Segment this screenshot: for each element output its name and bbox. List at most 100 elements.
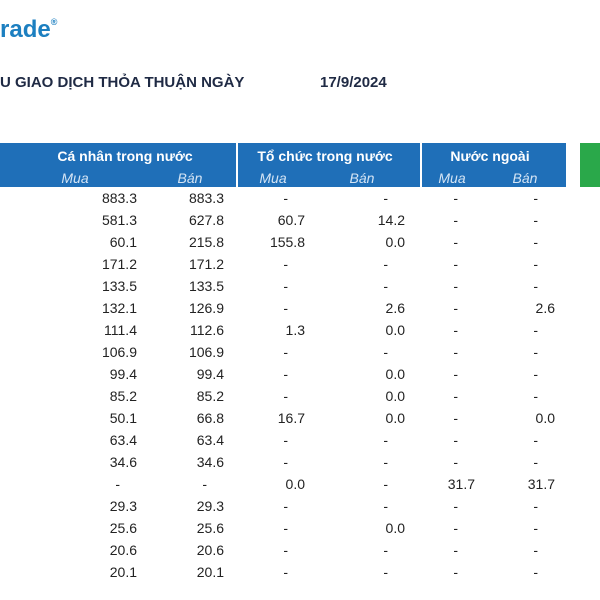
table-cell: - [383, 190, 388, 206]
table-cell: - [383, 498, 388, 514]
table-cell: 60.1 [109, 234, 137, 250]
table-cell: - [283, 564, 288, 580]
sub-header: Bán [512, 170, 538, 186]
group-header: Nước ngoài [450, 148, 530, 164]
table-cell: 20.1 [109, 564, 137, 580]
table-cell: 31.7 [527, 476, 555, 492]
table-cell: - [453, 212, 458, 228]
table-cell: 63.4 [109, 432, 137, 448]
table-cell: 112.6 [190, 322, 224, 338]
table-cell: 50.1 [109, 410, 137, 426]
table-cell: 126.9 [188, 300, 224, 316]
logo: rade® [0, 16, 57, 44]
table-cell: 20.6 [196, 542, 224, 558]
table-cell: - [533, 564, 538, 580]
table-cell: 20.1 [196, 564, 224, 580]
table-cell: 0.0 [385, 520, 405, 536]
table-cell: - [533, 278, 538, 294]
table-cell: 2.6 [535, 300, 555, 316]
logo-mark: ® [50, 17, 58, 27]
table-cell: 0.0 [535, 410, 555, 426]
table-cell: 29.3 [196, 498, 224, 514]
table-cell: 1.3 [285, 322, 305, 338]
table-cell: 34.6 [109, 454, 137, 470]
table-cell: - [283, 542, 288, 558]
table-cell: - [453, 520, 458, 536]
table-cell: - [383, 542, 388, 558]
table-cell: 85.2 [196, 388, 224, 404]
table-cell: - [533, 322, 538, 338]
table-cell: 99.4 [196, 366, 224, 382]
header-band [0, 143, 566, 187]
table-cell: 29.3 [109, 498, 137, 514]
table-cell: - [453, 256, 458, 272]
table-cell: - [383, 476, 388, 492]
table-cell: - [533, 366, 538, 382]
table-cell: - [453, 234, 458, 250]
table-cell: - [383, 278, 388, 294]
table-cell: - [533, 454, 538, 470]
table-cell: 132.1 [101, 300, 137, 316]
table-cell: 2.6 [385, 300, 405, 316]
table-cell: - [283, 520, 288, 536]
table-cell: 34.6 [196, 454, 224, 470]
table-cell: 171.2 [188, 256, 224, 272]
table-cell: 63.4 [196, 432, 224, 448]
sub-header: Bán [349, 170, 375, 186]
table-cell: 0.0 [385, 388, 405, 404]
table-cell: 133.5 [101, 278, 137, 294]
table-cell: 31.7 [447, 476, 475, 492]
sub-header: Mua [438, 170, 466, 186]
table-cell: 627.8 [188, 212, 224, 228]
table-cell: - [453, 564, 458, 580]
table-cell: - [453, 278, 458, 294]
group-header: Tổ chức trong nước [257, 148, 393, 164]
table-cell: - [533, 190, 538, 206]
table-cell: - [202, 476, 207, 492]
table-cell: 0.0 [385, 234, 405, 250]
table-cell: 0.0 [385, 410, 405, 426]
table-cell: - [283, 190, 288, 206]
table-cell: - [383, 454, 388, 470]
table-cell: - [383, 432, 388, 448]
table-cell: - [453, 366, 458, 382]
table-cell: - [283, 344, 288, 360]
table-cell: - [453, 432, 458, 448]
table-cell: 14.2 [377, 212, 405, 228]
table-cell: - [383, 256, 388, 272]
table-cell: - [453, 322, 458, 338]
header-separator [236, 143, 238, 187]
table-cell: - [283, 256, 288, 272]
table-cell: 215.8 [188, 234, 224, 250]
table-cell: 16.7 [277, 410, 305, 426]
table-cell: - [453, 344, 458, 360]
table-cell: - [283, 300, 288, 316]
table-cell: 581.3 [101, 212, 137, 228]
table-cell: - [533, 542, 538, 558]
table-cell: 155.8 [269, 234, 305, 250]
table-cell: - [453, 410, 458, 426]
sub-header: Bán [177, 170, 203, 186]
table-cell: - [453, 300, 458, 316]
table-cell: - [533, 344, 538, 360]
table-cell: - [283, 454, 288, 470]
table-cell: - [283, 432, 288, 448]
table-cell: 883.3 [101, 190, 137, 206]
table-cell: - [283, 278, 288, 294]
table-cell: - [533, 212, 538, 228]
sub-header: Mua [259, 170, 287, 186]
table-cell: 85.2 [109, 388, 137, 404]
table-cell: - [453, 190, 458, 206]
table-cell: 0.0 [385, 322, 405, 338]
table-cell: 66.8 [196, 410, 224, 426]
table-cell: - [453, 454, 458, 470]
table-cell: 106.9 [101, 344, 137, 360]
group-header: Cá nhân trong nước [57, 148, 193, 164]
sub-header: Mua [61, 170, 89, 186]
table-cell: - [453, 498, 458, 514]
table-cell: - [453, 388, 458, 404]
table-cell: - [533, 256, 538, 272]
header-separator [420, 143, 422, 187]
table-cell: 60.7 [277, 212, 305, 228]
